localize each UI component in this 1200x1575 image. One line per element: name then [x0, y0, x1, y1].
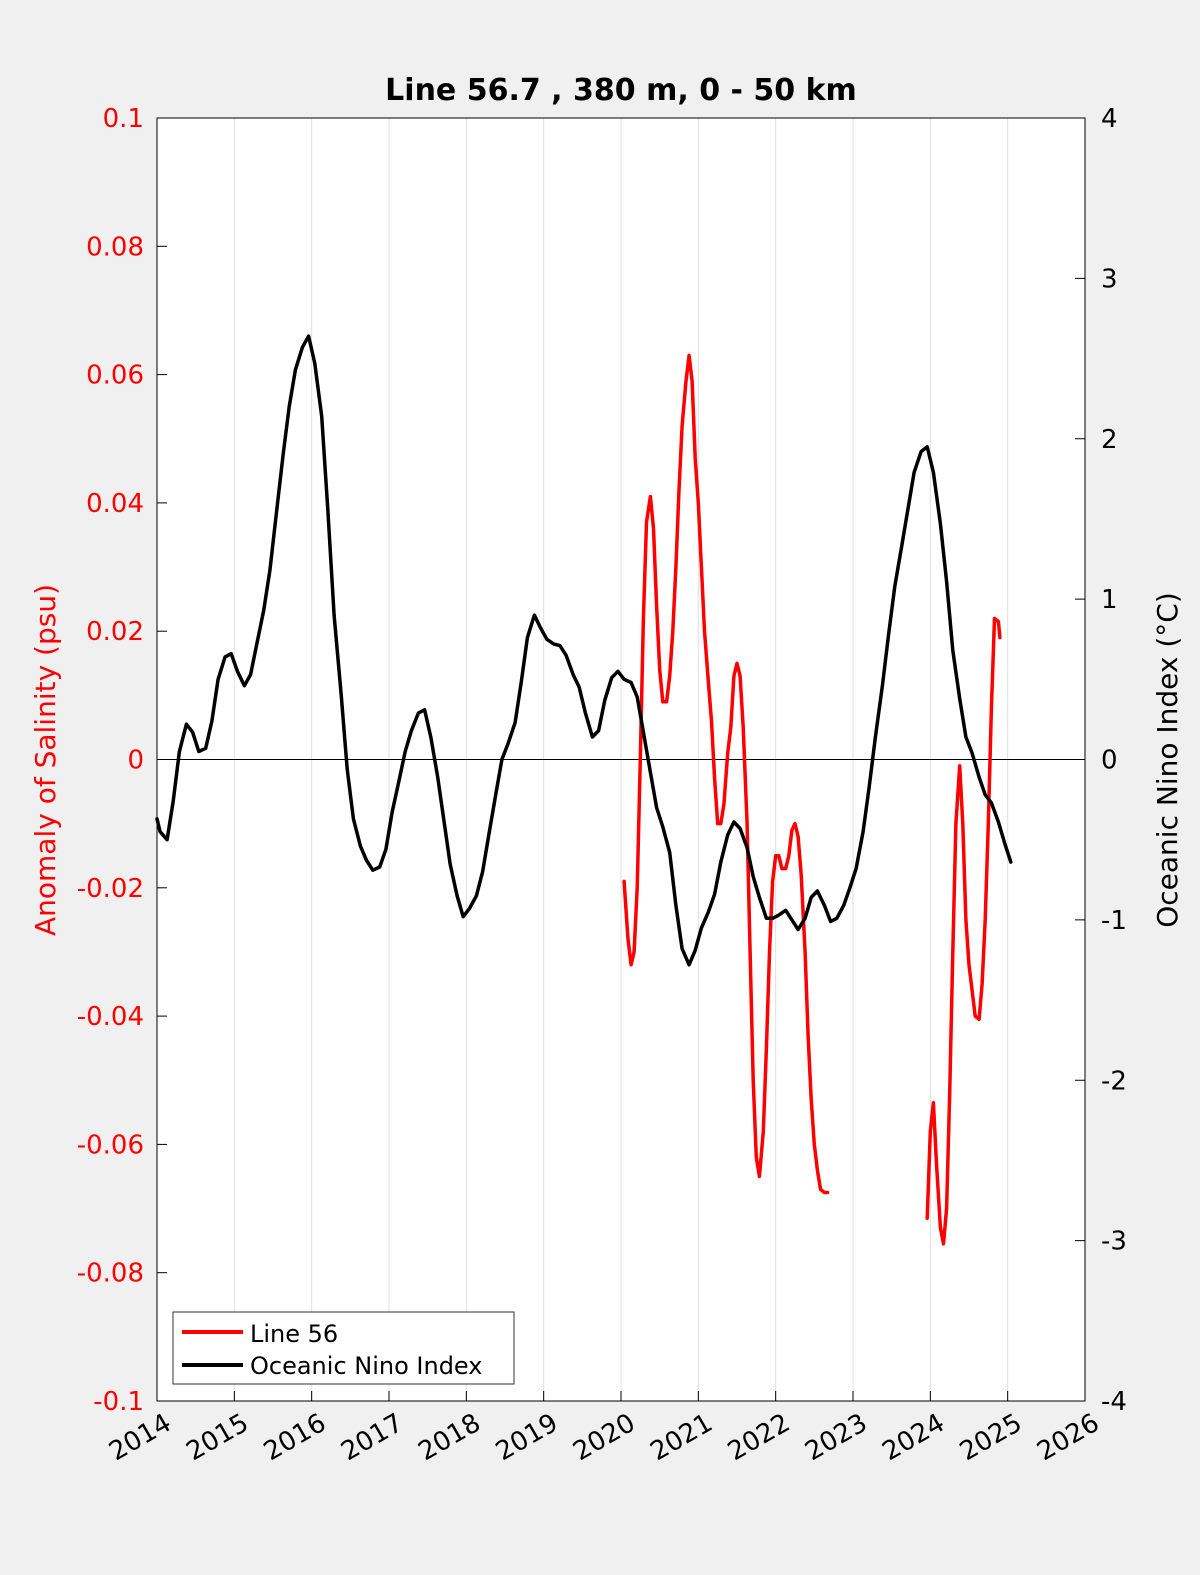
legend-box: [172, 1311, 515, 1385]
chart-title: Line 56.7 , 380 m, 0 - 50 km: [385, 73, 857, 108]
y-right-tick-label-5: -1: [1101, 906, 1127, 936]
y-right-tick-label-1: 3: [1101, 264, 1118, 294]
y-right-tick-label-3: 1: [1101, 585, 1118, 615]
y-right-tick-label-2: 2: [1101, 425, 1118, 455]
y-left-tick-label-4: 0.02: [86, 617, 144, 647]
y-left-tick-label-8: -0.06: [77, 1130, 144, 1160]
legend-label-oni: Oceanic Nino Index: [250, 1352, 482, 1380]
y-right-tick-label-0: 4: [1101, 104, 1118, 134]
legend-label-line-56: Line 56: [250, 1320, 338, 1348]
series-line-56-segment-0: [622, 353, 830, 1195]
y-left-tick-label-5: 0: [127, 746, 144, 776]
legend: Line 56 Oceanic Nino Index: [172, 1311, 515, 1385]
series-line-56-segment-1: [925, 616, 1002, 1246]
y-left-tick-label-1: 0.08: [86, 232, 144, 262]
y-right-tick-label-7: -3: [1101, 1227, 1127, 1257]
y-axis-left-label: Anomaly of Salinity (psu): [29, 584, 62, 936]
y-axis-right-label: Oceanic Nino Index (°C): [1151, 592, 1184, 928]
y-left-tick-label-9: -0.08: [77, 1259, 144, 1289]
y-left-tick-label-7: -0.04: [77, 1002, 144, 1032]
y-left-tick-label-10: -0.1: [93, 1387, 144, 1417]
y-left-tick-label-3: 0.04: [86, 489, 144, 519]
y-right-tick-label-4: 0: [1101, 746, 1118, 776]
y-right-tick-label-6: -2: [1101, 1066, 1127, 1096]
series-layer: [155, 334, 1013, 1246]
y-right-tick-label-8: -4: [1101, 1387, 1127, 1417]
y-left-tick-label-0: 0.1: [103, 104, 144, 134]
y-axis-right: 4 3 2 1 0 -1 -2 -3 -4: [1075, 104, 1127, 1417]
y-left-tick-label-6: -0.02: [77, 874, 144, 904]
series-oni-segment-0: [155, 334, 1013, 967]
y-axis-left: 0.1 0.08 0.06 0.04 0.02 0 -0.02 -0.04 -0.06 -0.08…: [77, 104, 167, 1417]
y-left-tick-label-2: 0.06: [86, 361, 144, 391]
